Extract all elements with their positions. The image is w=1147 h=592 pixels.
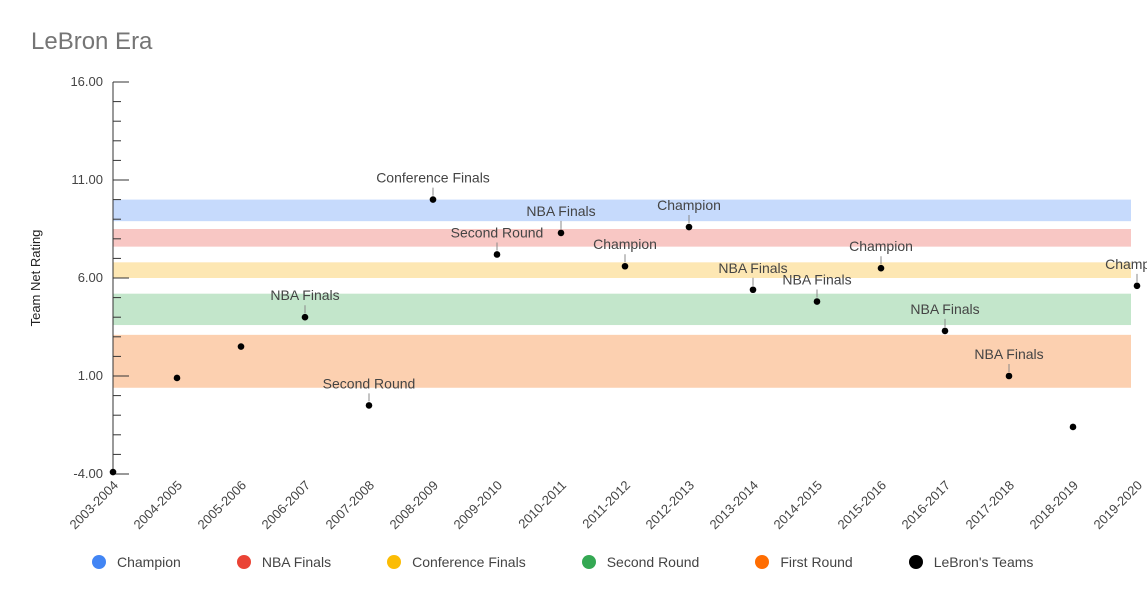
- x-tick-label: 2005-2006: [195, 478, 250, 533]
- chart-legend: Champion NBA Finals Conference Finals Secon…: [92, 554, 1033, 570]
- data-point[interactable]: [877, 264, 885, 272]
- y-tick-label: 16.00: [70, 74, 103, 89]
- legend-label: LeBron's Teams: [933, 554, 1034, 570]
- band-second-round: [113, 293, 1131, 326]
- legend-swatch: [236, 555, 251, 569]
- legend-label: Conference Finals: [412, 554, 526, 570]
- data-point[interactable]: [109, 468, 117, 476]
- data-point[interactable]: [813, 298, 821, 305]
- x-tick-label: 2007-2008: [323, 478, 378, 533]
- legend-item-lebron-s-teams[interactable]: LeBron's Teams: [908, 554, 1034, 570]
- data-point[interactable]: [237, 343, 245, 350]
- band-champion: [113, 199, 1131, 222]
- x-tick-label: 2006-2007: [259, 478, 314, 533]
- data-point[interactable]: [557, 229, 565, 237]
- x-tick-label: 2017-2018: [963, 478, 1018, 533]
- x-tick-label: 2010-2011: [515, 478, 569, 532]
- legend-swatch: [908, 555, 923, 569]
- data-point[interactable]: [621, 262, 629, 270]
- x-tick-label: 2012-2013: [643, 478, 698, 533]
- data-point[interactable]: [429, 196, 437, 203]
- x-tick-label: 2016-2017: [899, 478, 954, 533]
- y-tick-label: 6.00: [78, 270, 103, 285]
- x-tick-label: 2003-2004: [67, 478, 122, 533]
- data-annotation: Champion: [849, 238, 913, 254]
- chart-title: LeBron Era: [31, 28, 153, 55]
- x-tick-label: 2004-2005: [131, 478, 186, 533]
- data-annotation: NBA Finals: [718, 260, 787, 276]
- data-annotation: Champion: [593, 236, 657, 252]
- legend-label: First Round: [780, 554, 853, 570]
- legend-swatch: [387, 555, 402, 569]
- x-tick-label: 2013-2014: [707, 478, 762, 533]
- data-annotation: Champion: [657, 197, 721, 213]
- legend-label: Champion: [117, 554, 181, 570]
- legend-item-nba-finals[interactable]: NBA Finals: [236, 554, 332, 570]
- legend-item-first-round[interactable]: First Round: [755, 554, 853, 570]
- x-tick-label: 2011-2012: [579, 478, 633, 532]
- data-annotation: Conference Finals: [376, 170, 490, 186]
- band-first-round: [113, 334, 1131, 388]
- y-tick-label: 1.00: [78, 368, 103, 383]
- band-nba-finals: [113, 229, 1131, 247]
- x-tick-label: 2014-2015: [771, 478, 826, 533]
- data-point[interactable]: [1133, 282, 1141, 290]
- data-point[interactable]: [301, 313, 309, 321]
- x-tick-label: 2019-2020: [1091, 478, 1146, 533]
- legend-swatch: [581, 555, 596, 569]
- legend-label: Second Round: [606, 554, 700, 570]
- band-conference-finals: [113, 262, 1131, 278]
- legend-swatch: [755, 555, 770, 569]
- legend-label: NBA Finals: [261, 554, 332, 570]
- data-annotation: Second Round: [451, 224, 544, 240]
- data-point[interactable]: [941, 327, 949, 335]
- x-tick-label: 2008-2009: [387, 478, 442, 533]
- data-annotation: NBA Finals: [782, 272, 851, 288]
- y-tick-label: 11.00: [71, 172, 103, 187]
- data-point[interactable]: [365, 402, 373, 409]
- legend-item-champion[interactable]: Champion: [92, 554, 181, 570]
- legend-swatch: [92, 555, 106, 569]
- legend-item-second-round[interactable]: Second Round: [581, 554, 700, 570]
- x-tick-label: 2018-2019: [1027, 478, 1082, 533]
- data-annotation: NBA Finals: [270, 287, 339, 303]
- data-annotation: NBA Finals: [974, 346, 1043, 362]
- y-axis-title: Team Net Rating: [28, 230, 43, 327]
- data-point[interactable]: [749, 286, 757, 294]
- legend-item-conference-finals[interactable]: Conference Finals: [387, 554, 526, 570]
- data-annotation: Champion: [1105, 256, 1147, 272]
- data-point[interactable]: [685, 223, 693, 231]
- data-point[interactable]: [493, 251, 501, 258]
- data-annotation: NBA Finals: [526, 203, 595, 219]
- data-point[interactable]: [1005, 372, 1013, 380]
- y-tick-label: -4.00: [73, 466, 103, 481]
- data-annotation: Second Round: [323, 375, 416, 391]
- x-tick-label: 2009-2010: [451, 478, 506, 533]
- data-point[interactable]: [173, 374, 181, 382]
- data-point[interactable]: [1069, 423, 1077, 431]
- data-annotation: NBA Finals: [910, 301, 979, 317]
- x-tick-label: 2015-2016: [835, 478, 890, 533]
